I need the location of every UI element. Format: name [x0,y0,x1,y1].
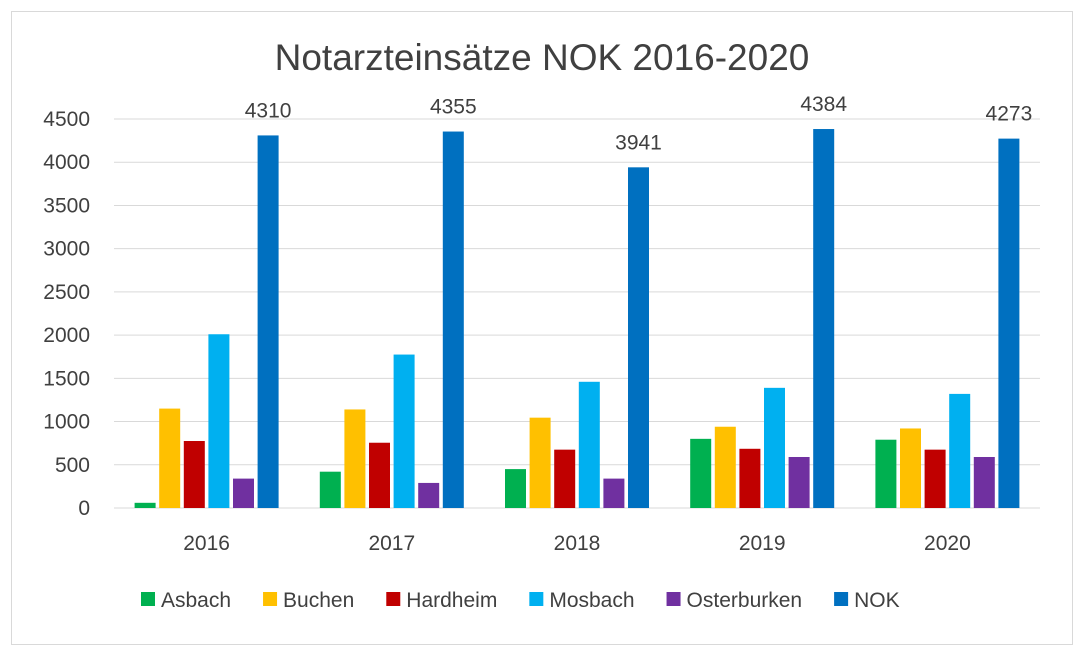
data-labels: 4310 4355 3941 4384 4273 [245,93,1033,154]
legend-swatch-buchen [263,592,278,606]
bar-mosbach-2020 [949,393,971,508]
bar-asbach-2019 [690,438,712,508]
x-axis-ticks: 2016 2017 2018 2019 2020 [183,532,971,555]
bar-hardheim-2017 [369,442,390,508]
data-label: 4310 [245,99,292,122]
x-tick-label: 2020 [924,532,971,555]
bar-osterburken-2020 [973,456,995,508]
y-tick-label: 2000 [43,324,90,347]
data-label: 4384 [800,93,847,116]
bar-asbach-2016 [134,502,156,508]
bar-buchen-2018 [529,417,551,508]
bar-mosbach-2018 [578,381,600,508]
bar-hardheim-2020 [924,449,946,508]
bar-osterburken-2017 [418,482,440,508]
y-tick-label: 3500 [43,194,90,217]
bar-osterburken-2018 [603,478,625,508]
bar-buchen-2020 [900,428,921,508]
bar-osterburken-2016 [233,478,254,508]
bar-buchen-2019 [714,426,736,508]
legend-swatch-osterburken [666,592,681,606]
y-tick-label: 3000 [43,238,90,261]
x-tick-label: 2018 [554,532,601,555]
legend: Asbach Buchen Hardheim Mosbach Osterburken NO… [141,589,900,612]
bar-mosbach-2019 [764,387,785,508]
bar-hardheim-2016 [183,441,205,508]
y-tick-label: 4500 [43,108,90,131]
chart-title: Notarzteinsätze NOK 2016-2020 [275,37,810,78]
bar-buchen-2016 [159,408,181,508]
data-label: 3941 [615,131,662,154]
chart-frame [11,11,1073,645]
bars [134,129,1020,509]
bar-osterburken-2019 [788,456,810,508]
y-tick-label: 4000 [43,151,90,174]
y-tick-label: 2500 [43,281,90,304]
bar-nok-2017 [442,131,464,509]
legend-swatch-mosbach [529,592,544,606]
x-tick-label: 2016 [183,532,230,555]
legend-label-asbach: Asbach [161,589,231,612]
bar-nok-2019 [813,129,835,508]
x-tick-label: 2017 [368,532,415,555]
bar-nok-2020 [998,138,1020,508]
bar-nok-2018 [628,167,649,508]
legend-swatch-asbach [141,592,155,606]
bar-asbach-2018 [505,469,526,508]
data-label: 4273 [986,103,1033,126]
y-axis-ticks: 0 500 1000 1500 2000 2500 3000 3500 4000 4500 [43,108,90,520]
legend-swatch-nok [834,592,849,606]
legend-label-buchen: Buchen [283,589,354,612]
legend-label-hardheim: Hardheim [406,589,497,612]
y-tick-label: 0 [78,497,90,520]
bar-buchen-2017 [344,409,366,508]
legend-label-osterburken: Osterburken [687,589,803,612]
bar-asbach-2020 [875,439,897,508]
bar-hardheim-2018 [554,449,576,508]
legend-swatch-hardheim [386,592,401,606]
bar-asbach-2017 [319,471,341,508]
bar-mosbach-2016 [208,334,230,508]
y-tick-label: 1500 [43,367,90,390]
bar-hardheim-2019 [739,448,761,508]
y-tick-label: 1000 [43,411,90,434]
bar-nok-2016 [257,135,279,508]
data-label: 4355 [430,96,477,119]
legend-label-nok: NOK [854,589,900,612]
x-tick-label: 2019 [739,532,786,555]
legend-label-mosbach: Mosbach [549,589,634,612]
y-tick-label: 500 [55,454,90,477]
bar-mosbach-2017 [393,354,415,508]
